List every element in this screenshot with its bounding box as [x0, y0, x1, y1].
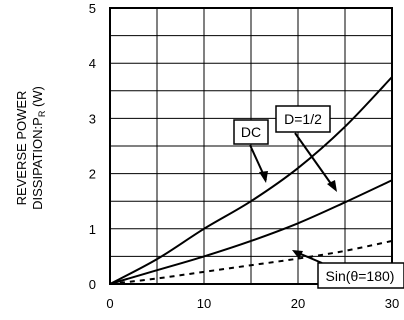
annotation-d-half-box [275, 105, 331, 133]
series-group [109, 76, 393, 285]
x-tick-label: 10 [197, 296, 211, 311]
y-tick-label: 4 [89, 56, 96, 71]
y-axis-label: REVERSE POWER DISSIPATION:PR (W) [14, 86, 47, 210]
y-axis-label-subscript: R [37, 110, 47, 117]
y-axis-label-line1: REVERSE POWER [14, 91, 29, 206]
x-tick-label: 0 [106, 296, 113, 311]
y-tick-label: 5 [89, 1, 96, 16]
series-line-2 [109, 239, 393, 285]
annotation-d-half-text: D=1/2 [284, 111, 322, 127]
annotation-sin-box [317, 262, 404, 289]
annotation-sin-text: Sin(θ=180) [326, 268, 395, 284]
y-tick-label: 1 [89, 222, 96, 237]
annotation-dc-text: DC [241, 124, 261, 140]
annotation-sin: Sin(θ=180) [292, 250, 404, 289]
grid [110, 8, 392, 284]
y-axis-label-line2: DISSIPATION:PR (W) [30, 86, 47, 210]
x-tick-label: 30 [385, 296, 399, 311]
annotation-dc: DC [233, 119, 269, 183]
y-tick-label: 3 [89, 111, 96, 126]
series-line-0 [109, 76, 393, 285]
y-tick-label: 2 [89, 167, 96, 182]
y-axis-label-main: DISSIPATION:P [30, 117, 45, 210]
annotation-dc-arrowhead [259, 171, 268, 183]
annotation-d-half-arrow [294, 132, 335, 189]
annotation-dc-box [233, 119, 269, 145]
plot-frame [109, 7, 393, 285]
tick-labels: 0 10 20 30 0 1 2 3 4 5 [89, 1, 399, 311]
annotation-sin-arrowhead [292, 250, 303, 259]
y-axis-label-unit: (W) [30, 86, 45, 111]
y-tick-label: 0 [89, 277, 96, 292]
annotation-d-half-arrowhead [327, 180, 337, 192]
annotation-d-half: D=1/2 [275, 105, 337, 192]
series-line-1 [109, 179, 393, 285]
x-tick-label: 20 [291, 296, 305, 311]
